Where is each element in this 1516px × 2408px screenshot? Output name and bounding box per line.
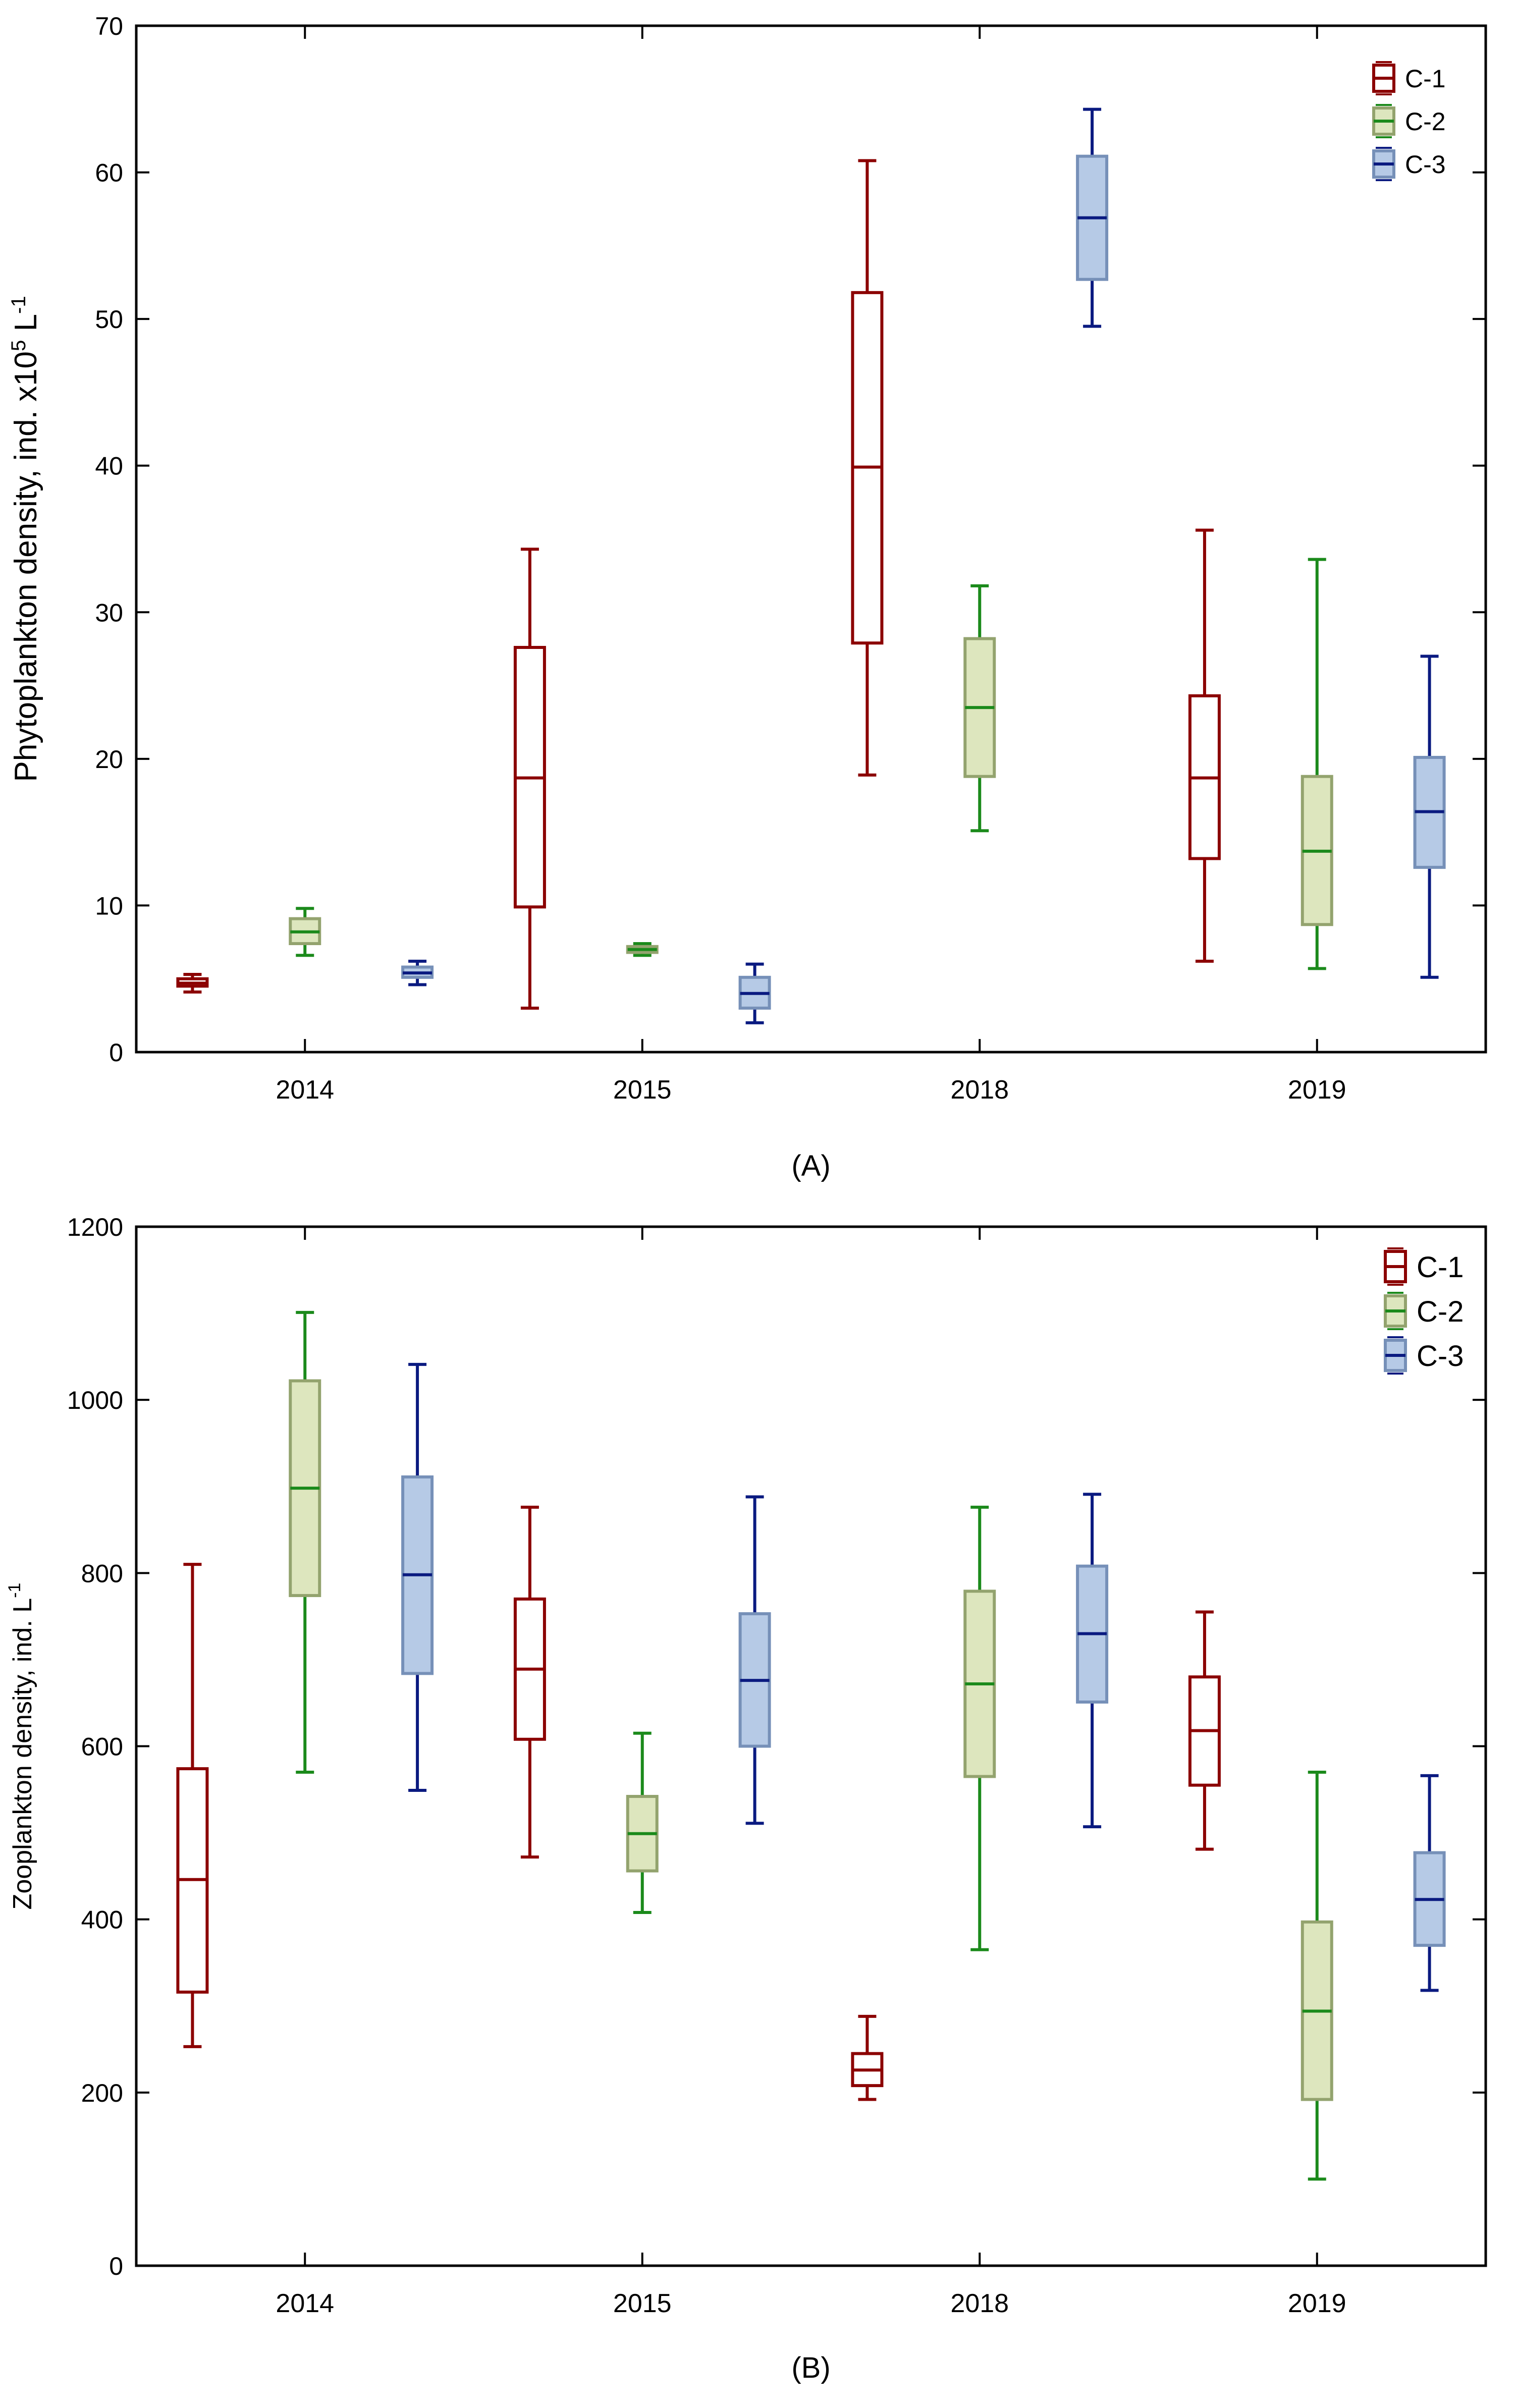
box-c-2-2018 — [963, 1505, 996, 1951]
y-tick-label: 200 — [81, 2079, 123, 2107]
x-tick-label: 2015 — [613, 1075, 672, 1105]
box-c-3-2018 — [1076, 107, 1109, 328]
legend-label: C-2 — [1417, 1295, 1464, 1328]
box-c-2-2019 — [1301, 1770, 1333, 2181]
legend-label: C-2 — [1405, 107, 1446, 136]
y-axis-label-superscript: -1 — [5, 1583, 24, 1598]
x-tick-label: 2014 — [276, 1075, 334, 1105]
y-axis-label-superscript: -1 — [8, 296, 30, 314]
y-tick-label: 1200 — [67, 1213, 123, 1241]
x-tick-label: 2019 — [1288, 1075, 1346, 1105]
series-c-1 — [176, 159, 1221, 1010]
plot-frame — [135, 24, 1487, 1054]
box-c-2-2019 — [1301, 558, 1333, 970]
y-axis-label: Zooplankton density, ind. L-1 — [5, 1583, 37, 1910]
y-tick-label: 0 — [109, 1038, 123, 1067]
plot-frame — [135, 1225, 1487, 2267]
y-axis-label-part: Phytoplankton density, ind. x10 — [9, 351, 43, 782]
box-c-3-2019 — [1413, 654, 1446, 979]
y-tick-label: 0 — [109, 2252, 123, 2280]
y-axis-label-part: Zooplankton density, ind. L — [8, 1598, 37, 1910]
box-c-2-2014 — [289, 907, 321, 957]
y-tick-label: 400 — [81, 1906, 123, 1934]
series-c-2 — [289, 1310, 1333, 2181]
y-tick-label: 20 — [95, 745, 123, 774]
box-c-1-2019 — [1188, 528, 1221, 963]
legend-label: C-3 — [1417, 1340, 1464, 1373]
y-tick-label: 600 — [81, 1733, 123, 1761]
x-tick-label: 2018 — [950, 2289, 1009, 2318]
box-c-2-2015 — [626, 1731, 659, 1914]
legend: C-1 C-2 C-3 — [1372, 61, 1446, 181]
box-c-2-2018 — [963, 584, 996, 833]
box-c-1-2015 — [513, 1505, 546, 1859]
x-tick-label: 2014 — [276, 2289, 334, 2318]
box-c-3-2014 — [401, 959, 434, 987]
series-c-2 — [289, 558, 1333, 970]
y-tick-label: 40 — [95, 452, 123, 480]
box-c-2-2014 — [289, 1310, 321, 1774]
series-c-1 — [176, 1505, 1221, 2101]
y-tick-label: 50 — [95, 305, 123, 334]
box-c-1-2015 — [513, 548, 546, 1010]
panel-b: 0 200 400 600 800 1000 1200 2014 2015 2018 2019 C-1… — [5, 1213, 1487, 2384]
y-tick-label: 800 — [81, 1559, 123, 1588]
legend-label: C-3 — [1405, 150, 1446, 179]
box-c-3-2018 — [1076, 1493, 1109, 1829]
y-tick-label: 1000 — [67, 1386, 123, 1414]
box-c-3-2015 — [738, 1495, 771, 1825]
box-c-1-2014 — [176, 972, 209, 994]
box-c-1-2018 — [851, 2014, 884, 2101]
panel-label: (A) — [791, 1150, 830, 1182]
legend-label: C-1 — [1405, 65, 1446, 93]
box-c-3-2019 — [1413, 1774, 1446, 1992]
y-tick-label: 70 — [95, 12, 123, 40]
y-axis-label-part: L — [9, 314, 43, 340]
series-c-3 — [401, 1362, 1446, 1992]
x-tick-label: 2019 — [1288, 2289, 1346, 2318]
y-tick-label: 10 — [95, 892, 123, 920]
box-c-1-2014 — [176, 1563, 209, 2048]
series-c-3 — [401, 107, 1446, 1024]
box-c-3-2015 — [738, 962, 771, 1024]
box-c-1-2019 — [1188, 1610, 1221, 1851]
x-tick-label: 2018 — [950, 1075, 1009, 1105]
x-tick-label: 2015 — [613, 2289, 672, 2318]
y-axis-label: Phytoplankton density, ind. x105 L-1 — [8, 296, 43, 782]
box-c-2-2015 — [626, 942, 659, 957]
y-tick-label: 60 — [95, 159, 123, 187]
y-axis-label-superscript: 5 — [8, 340, 30, 351]
panel-label: (B) — [791, 2351, 830, 2384]
panel-a: 0 10 20 30 40 50 60 70 2014 2015 2018 2019 C-1 C-2 C-3… — [8, 12, 1487, 1182]
legend-label: C-1 — [1417, 1251, 1464, 1284]
box-c-1-2018 — [851, 159, 884, 777]
box-c-3-2014 — [401, 1362, 434, 1792]
legend: C-1 C-2 C-3 — [1384, 1247, 1464, 1375]
y-tick-label: 30 — [95, 598, 123, 627]
